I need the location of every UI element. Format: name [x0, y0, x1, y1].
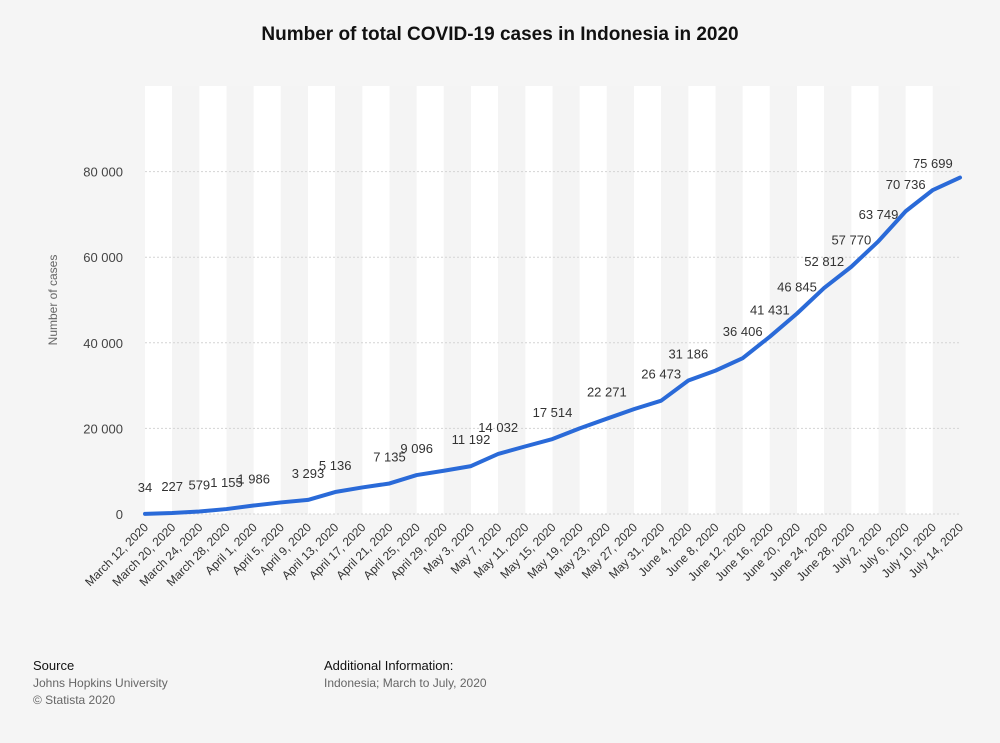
- data-label: 579: [188, 478, 210, 493]
- data-label: 52 812: [804, 254, 844, 269]
- chart-title: Number of total COVID-19 cases in Indone…: [261, 24, 738, 45]
- plot-stripe: [416, 86, 444, 514]
- source-line: © Statista 2020: [33, 693, 116, 707]
- plot-stripe: [688, 86, 716, 514]
- plot-stripe: [172, 86, 200, 514]
- plot-stripe: [634, 86, 662, 514]
- data-label: 11 192: [452, 432, 491, 447]
- data-label: 57 770: [831, 233, 871, 248]
- y-tick-label: 80 000: [83, 165, 123, 180]
- plot-stripe: [932, 86, 960, 514]
- plot-stripe: [471, 86, 499, 514]
- y-tick-label: 60 000: [83, 250, 123, 265]
- data-label: 227: [161, 479, 183, 494]
- plot-stripe: [199, 86, 227, 514]
- data-label: 63 749: [859, 207, 899, 222]
- data-label: 46 845: [777, 280, 817, 295]
- plot-stripe: [308, 86, 336, 514]
- plot-stripe: [851, 86, 879, 514]
- data-label: 3 293: [292, 466, 325, 481]
- plot-stripe: [280, 86, 308, 514]
- data-label: 9 096: [400, 441, 433, 456]
- plot-stripe: [362, 86, 390, 514]
- info-line: Indonesia; March to July, 2020: [324, 676, 487, 690]
- data-label: 31 186: [668, 347, 708, 362]
- plot-stripe: [878, 86, 906, 514]
- data-label: 5 136: [319, 458, 352, 473]
- data-label: 17 514: [533, 405, 573, 420]
- plot-stripe: [769, 86, 797, 514]
- plot-stripe: [742, 86, 770, 514]
- data-label: 26 473: [641, 367, 681, 382]
- plot-stripe: [824, 86, 852, 514]
- data-label: 36 406: [723, 324, 763, 339]
- plot-stripe: [552, 86, 580, 514]
- plot-stripe: [525, 86, 553, 514]
- data-label: 34: [138, 480, 152, 495]
- data-label: 22 271: [587, 385, 627, 400]
- y-tick-label: 0: [116, 507, 123, 522]
- plot-stripe: [253, 86, 281, 514]
- source-line: Johns Hopkins University: [33, 676, 168, 690]
- plot-stripe: [579, 86, 607, 514]
- data-label: 14 032: [478, 420, 518, 435]
- plot-stripe: [606, 86, 634, 514]
- y-tick-label: 40 000: [83, 336, 123, 351]
- data-label: 41 431: [750, 303, 790, 318]
- data-label: 70 736: [886, 177, 926, 192]
- data-line: [143, 175, 962, 516]
- y-axis-label: Number of cases: [46, 255, 60, 346]
- plot-stripe: [661, 86, 689, 514]
- plot-stripe: [145, 86, 173, 514]
- data-label: 1 155: [210, 475, 243, 490]
- info-heading: Additional Information:: [324, 658, 453, 673]
- plot-stripe: [715, 86, 743, 514]
- plot-stripe: [905, 86, 933, 514]
- plot-stripe: [389, 86, 417, 514]
- data-label: 7 135: [373, 449, 406, 464]
- plot-stripe: [498, 86, 526, 514]
- plot-stripe: [443, 86, 471, 514]
- plot-stripe: [226, 86, 254, 514]
- data-label: 75 699: [913, 156, 953, 171]
- source-heading: Source: [33, 658, 74, 673]
- y-tick-label: 20 000: [83, 421, 123, 436]
- plot-stripe: [335, 86, 363, 514]
- data-label: 1 986: [237, 471, 270, 486]
